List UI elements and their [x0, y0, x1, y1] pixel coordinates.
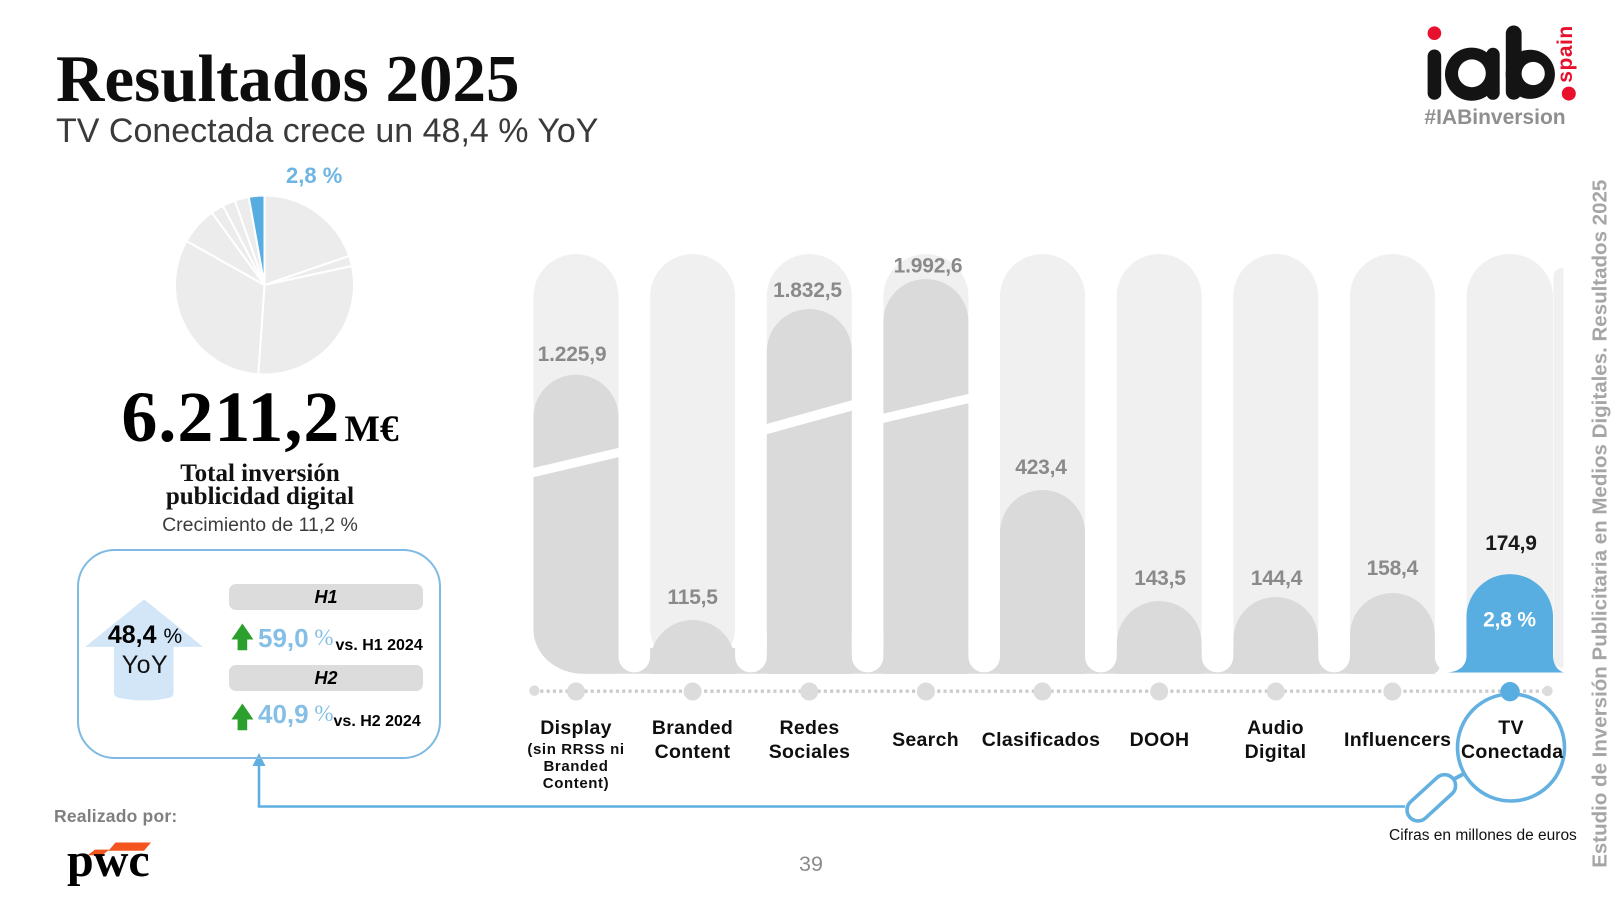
- svg-text:143,5: 143,5: [1134, 567, 1186, 590]
- svg-text:115,5: 115,5: [667, 586, 718, 609]
- svg-text:1.225,9: 1.225,9: [538, 343, 607, 366]
- svg-text:144,4: 144,4: [1251, 567, 1303, 590]
- svg-text:174,9: 174,9: [1485, 532, 1537, 555]
- svg-text:158,4: 158,4: [1367, 557, 1419, 580]
- svg-text:1.992,6: 1.992,6: [894, 255, 963, 278]
- svg-text:423,4: 423,4: [1015, 456, 1067, 479]
- svg-text:2,8 %: 2,8 %: [1483, 609, 1536, 632]
- svg-text:1.832,5: 1.832,5: [773, 279, 842, 302]
